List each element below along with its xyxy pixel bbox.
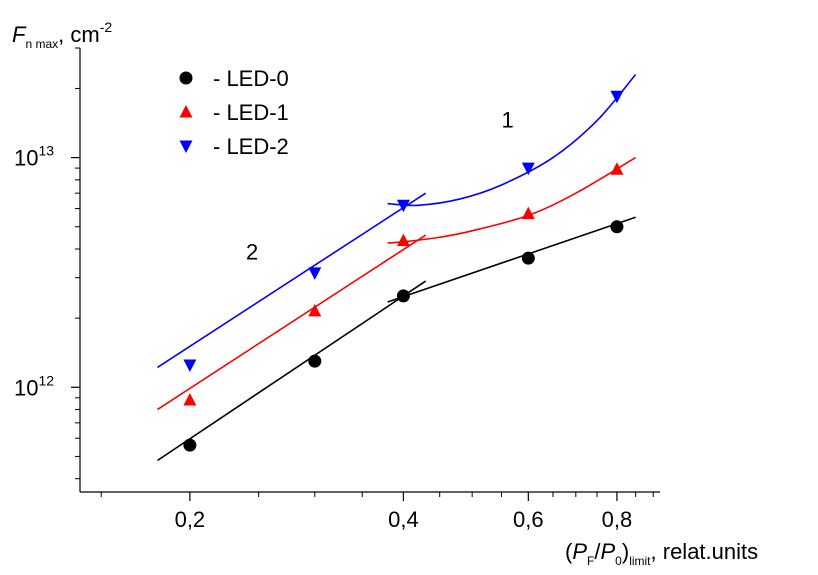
y-tick-label: 1013	[14, 143, 54, 171]
y-tick-base: 10	[14, 375, 38, 400]
x-axis-label: (PF/P0)limit, relat.units	[565, 539, 758, 568]
legend: - LED-0 - LED-1 - LED-2	[179, 66, 289, 159]
data-point-series-2	[396, 199, 410, 213]
x-label-close: )	[622, 539, 629, 564]
legend-label: - LED-0	[213, 66, 289, 91]
y-tick-exponent: 12	[38, 372, 54, 388]
curve-annotation: 1	[502, 108, 514, 133]
fit-line	[387, 216, 636, 303]
fit-line	[156, 280, 427, 462]
data-points	[183, 90, 624, 452]
y-label-main: F	[12, 22, 27, 47]
data-point-series-0	[183, 438, 197, 452]
data-point-series-2	[521, 162, 535, 176]
y-tick-base: 10	[14, 146, 38, 171]
data-point-series-1	[308, 303, 322, 317]
x-label-sub3: limit	[629, 554, 651, 568]
data-point-series-2	[610, 90, 624, 104]
x-label-paren: (	[565, 539, 573, 564]
data-point-series-2	[308, 267, 322, 280]
x-label-rest: , relat.units	[651, 539, 759, 564]
x-label-sub2: 0	[615, 554, 622, 568]
x-label-sub1: F	[587, 554, 594, 568]
x-tick-label: 0,4	[388, 507, 419, 532]
y-axis-label: Fn max, cm-2	[12, 19, 112, 51]
legend-marker	[179, 140, 193, 153]
data-point-series-0	[396, 289, 410, 303]
data-point-series-1	[396, 233, 410, 247]
y-label-rest: , cm	[58, 22, 100, 47]
curve-annotation: 2	[246, 240, 258, 265]
legend-label: - LED-2	[213, 134, 289, 159]
data-point-series-2	[183, 359, 197, 373]
fit-lines	[156, 73, 637, 462]
y-label-superscript: -2	[100, 19, 113, 35]
data-point-series-0	[308, 354, 322, 368]
legend-marker	[179, 105, 193, 118]
legend-label: - LED-1	[213, 100, 289, 125]
x-tick-label: 0,2	[175, 507, 206, 532]
x-label-p: P	[572, 539, 587, 564]
data-point-series-0	[521, 251, 535, 265]
data-point-series-1	[521, 206, 535, 220]
legend-marker	[179, 71, 193, 85]
y-label-subscript: n max	[25, 37, 58, 51]
y-tick-label: 1012	[14, 372, 54, 400]
data-point-series-1	[183, 393, 197, 406]
x-tick-label: 0,6	[513, 507, 544, 532]
x-tick-label: 0,8	[602, 507, 633, 532]
x-label-p0: P	[600, 539, 615, 564]
data-point-series-1	[610, 162, 624, 175]
y-tick-exponent: 13	[38, 143, 54, 159]
data-point-series-0	[610, 220, 624, 234]
fit-line	[156, 192, 427, 369]
x-label-slash: /	[594, 539, 601, 564]
fit-line	[387, 73, 637, 207]
fit-line	[156, 234, 427, 411]
